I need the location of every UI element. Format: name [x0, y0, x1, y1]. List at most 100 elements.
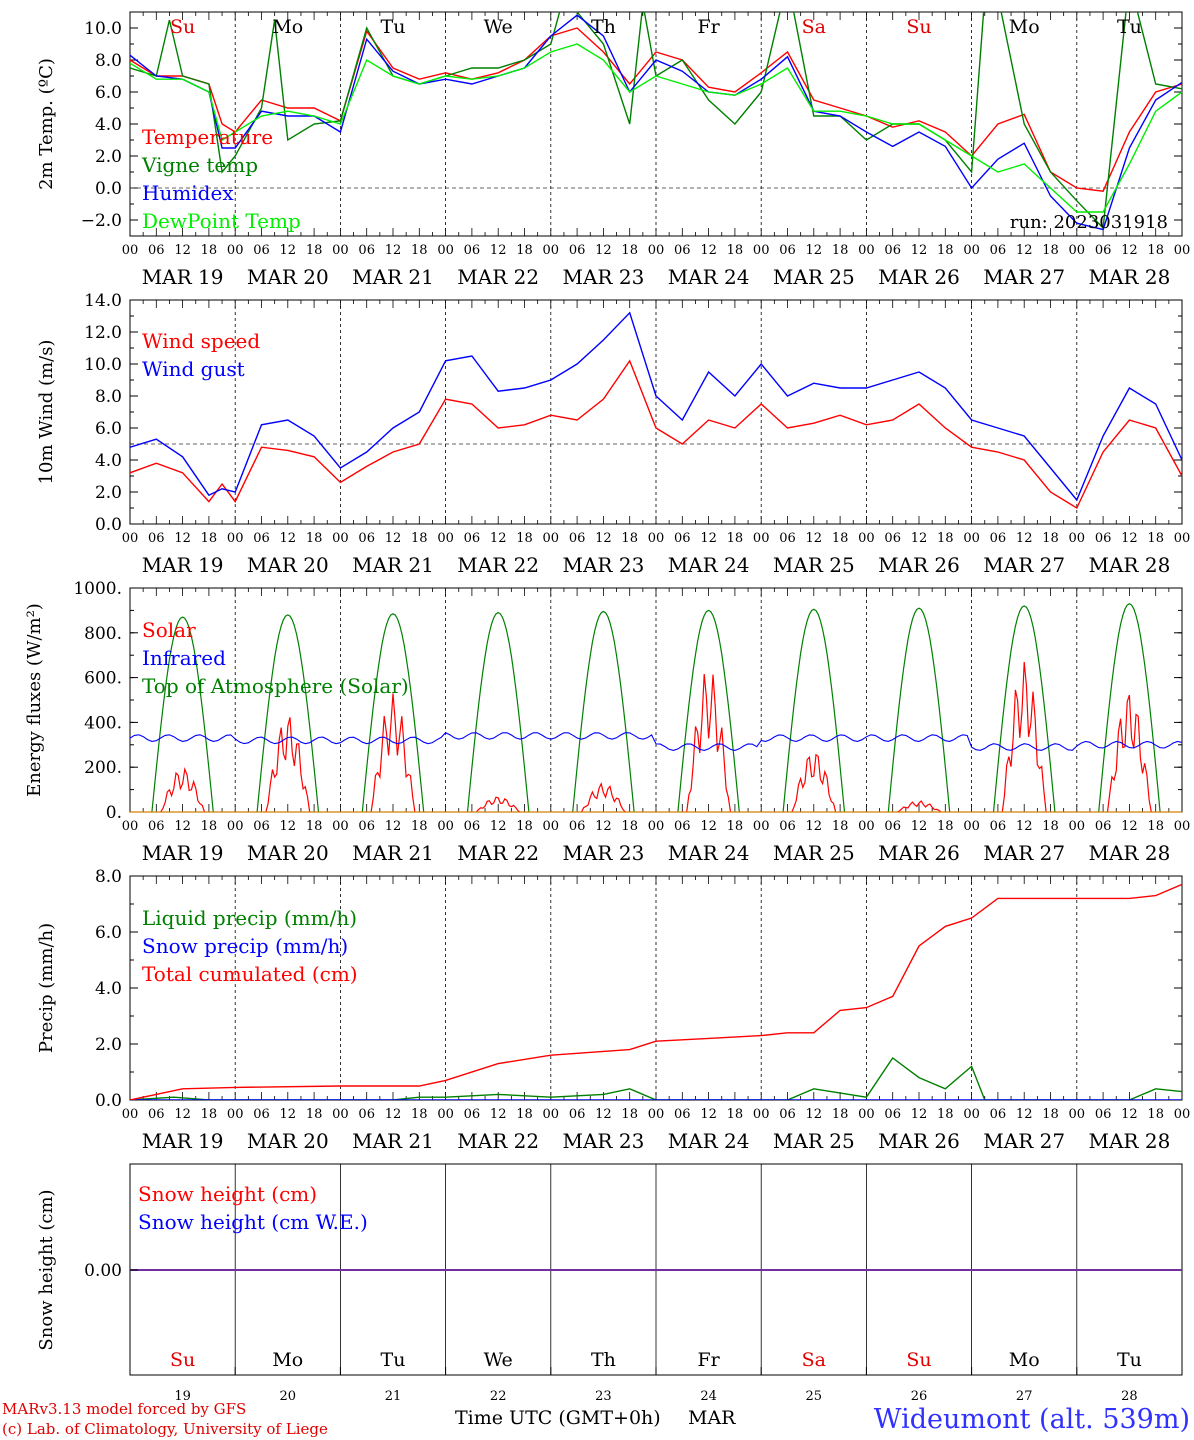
hour-tick-label: 00	[332, 531, 349, 546]
weekday-label: Su	[170, 1349, 195, 1371]
y-tick-label: 0.	[106, 803, 122, 823]
hour-tick-label: 06	[884, 1107, 901, 1122]
day-label: MAR 27	[983, 1129, 1065, 1153]
hour-tick-label: 18	[201, 819, 218, 834]
legend-entry: Top of Atmosphere (Solar)	[142, 674, 409, 698]
day-label: MAR 22	[457, 1129, 539, 1153]
run-annotation: run: 2023031918	[1010, 212, 1168, 233]
y-tick-label: 2.0	[95, 483, 122, 503]
hour-tick-label: 00	[858, 243, 875, 258]
hour-tick-label: 00	[543, 1107, 560, 1122]
y-tick-label: −2.0	[81, 211, 122, 231]
plot-border	[129, 587, 1183, 813]
series-solar-line	[160, 766, 206, 812]
y-tick-label: 2.0	[95, 147, 122, 167]
y-tick-label: 0.0	[95, 515, 122, 535]
hour-tick-label: 00	[963, 1107, 980, 1122]
series-dewpoint-temp-line	[130, 43, 1182, 213]
hour-tick-label: 00	[1069, 243, 1086, 258]
hour-tick-label: 12	[280, 819, 297, 834]
series-solar-line	[1001, 661, 1047, 812]
y-tick-label: 4.0	[95, 979, 122, 999]
hour-tick-label: 00	[648, 1107, 665, 1122]
hour-tick-label: 12	[806, 819, 823, 834]
hour-tick-label: 12	[490, 243, 507, 258]
hour-tick-label: 18	[1042, 819, 1059, 834]
series-toa-solar-line	[677, 609, 740, 812]
hour-tick-label: 00	[437, 243, 454, 258]
hour-tick-label: 12	[174, 1107, 191, 1122]
panel-3-series	[130, 603, 1182, 812]
hour-tick-label: 00	[437, 531, 454, 546]
y-tick-label: 0.0	[95, 1091, 122, 1111]
day-label: MAR 26	[878, 841, 960, 865]
hour-tick-label: 00	[1069, 1107, 1086, 1122]
y-tick-label: 8.0	[95, 51, 122, 71]
hour-tick-label: 18	[201, 243, 218, 258]
hour-tick-label: 00	[858, 1107, 875, 1122]
hour-tick-label: 06	[253, 243, 270, 258]
hour-tick-label: 06	[1095, 819, 1112, 834]
hour-tick-label: 18	[937, 819, 954, 834]
hour-tick-label: 18	[727, 819, 744, 834]
hour-tick-label: 06	[358, 1107, 375, 1122]
hour-tick-label: 18	[727, 1107, 744, 1122]
day-label: MAR 28	[1089, 1129, 1171, 1153]
hour-tick-label: 12	[700, 531, 717, 546]
day-label: MAR 23	[563, 841, 645, 865]
hour-tick-label: 12	[280, 243, 297, 258]
day-label: MAR 26	[878, 553, 960, 577]
weekday-label: Su	[906, 1349, 931, 1371]
hour-tick-label: 06	[569, 819, 586, 834]
hour-tick-label: 12	[1121, 819, 1138, 834]
weekday-label: We	[484, 16, 513, 38]
day-label: MAR 19	[142, 265, 224, 289]
panel-1-legend: Temperature Vigne temp Humidex DewPoint Tem…	[141, 125, 301, 233]
panel-3-yaxis: 0. 200. 400. 600. 800. 1000. Energy fluxes (W/…	[24, 579, 1182, 823]
hour-tick-label: 06	[358, 819, 375, 834]
day-label: MAR 25	[773, 841, 855, 865]
day-label: MAR 19	[142, 553, 224, 577]
series-solar-line	[580, 782, 626, 812]
hour-tick-label: 06	[1095, 243, 1112, 258]
hour-tick-label: 12	[490, 1107, 507, 1122]
hour-tick-label: 18	[306, 1107, 323, 1122]
hour-tick-label: 18	[832, 531, 849, 546]
hour-tick-label: 06	[674, 531, 691, 546]
hour-tick-label: 18	[411, 1107, 428, 1122]
series-total-cumulated-cm--line	[130, 883, 1182, 1100]
hour-tick-label: 00	[753, 1107, 770, 1122]
y-tick-label: 10.0	[84, 355, 122, 375]
series-toa-solar-line	[992, 605, 1056, 812]
day-label: MAR 26	[878, 265, 960, 289]
day-number-label: 22	[490, 1389, 507, 1404]
day-label: MAR 28	[1089, 265, 1171, 289]
day-label: MAR 22	[457, 841, 539, 865]
hour-tick-label: 18	[1147, 531, 1164, 546]
legend-entry: Wind gust	[142, 357, 245, 381]
weekday-label: Su	[170, 16, 195, 38]
day-label: MAR 21	[352, 841, 434, 865]
weekday-label: Su	[906, 16, 931, 38]
weekday-label: Tu	[381, 16, 406, 38]
legend-entry: Snow height (cm W.E.)	[138, 1210, 368, 1234]
hour-tick-label: 06	[990, 1107, 1007, 1122]
weekday-label: Tu	[1117, 1349, 1142, 1371]
hour-tick-label: 12	[280, 1107, 297, 1122]
hour-tick-label: 12	[490, 819, 507, 834]
series-toa-solar-line	[887, 607, 951, 812]
panel-2-legend: Wind speed Wind gust	[142, 329, 260, 381]
day-label: MAR 20	[247, 841, 329, 865]
hour-tick-label: 06	[779, 531, 796, 546]
hour-tick-label: 18	[832, 243, 849, 258]
day-number-label: 27	[1016, 1389, 1033, 1404]
credit-model: MARv3.13 model forced by GFS	[2, 1400, 246, 1418]
weekday-label: Mo	[272, 1349, 303, 1371]
hour-tick-label: 00	[122, 531, 139, 546]
day-label: MAR 21	[352, 1129, 434, 1153]
hour-tick-label: 00	[437, 819, 454, 834]
hour-tick-label: 00	[648, 243, 665, 258]
